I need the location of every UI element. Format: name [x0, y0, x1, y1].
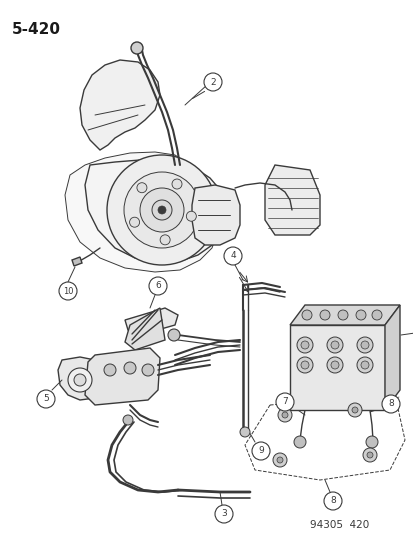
Circle shape [330, 341, 338, 349]
Circle shape [152, 200, 171, 220]
Circle shape [223, 247, 242, 265]
Circle shape [140, 188, 183, 232]
Circle shape [355, 310, 365, 320]
Text: 94305  420: 94305 420 [309, 520, 368, 530]
Text: 7: 7 [281, 398, 287, 407]
Text: 2: 2 [210, 77, 215, 86]
Circle shape [272, 453, 286, 467]
Circle shape [149, 277, 166, 295]
Circle shape [204, 73, 221, 91]
Circle shape [277, 408, 291, 422]
Text: 5: 5 [43, 394, 49, 403]
Polygon shape [384, 305, 399, 410]
Circle shape [107, 155, 216, 265]
Circle shape [142, 364, 154, 376]
Text: 3: 3 [221, 510, 226, 519]
Text: 6: 6 [155, 281, 161, 290]
Text: 9: 9 [257, 447, 263, 456]
Circle shape [240, 427, 249, 437]
Circle shape [330, 361, 338, 369]
Circle shape [300, 341, 308, 349]
Polygon shape [58, 357, 108, 400]
Circle shape [362, 448, 376, 462]
Circle shape [59, 282, 77, 300]
Circle shape [104, 364, 116, 376]
Circle shape [168, 329, 180, 341]
Circle shape [129, 217, 139, 227]
Circle shape [74, 374, 86, 386]
Polygon shape [85, 348, 159, 405]
Circle shape [293, 436, 305, 448]
Circle shape [296, 337, 312, 353]
Circle shape [360, 361, 368, 369]
Circle shape [351, 407, 357, 413]
Polygon shape [289, 305, 399, 325]
Circle shape [276, 457, 282, 463]
Polygon shape [85, 160, 228, 263]
Circle shape [37, 390, 55, 408]
Circle shape [319, 310, 329, 320]
Polygon shape [125, 308, 165, 350]
Polygon shape [192, 185, 240, 245]
Circle shape [252, 442, 269, 460]
Circle shape [326, 337, 342, 353]
Circle shape [360, 341, 368, 349]
Circle shape [275, 393, 293, 411]
Circle shape [371, 310, 381, 320]
Circle shape [158, 206, 166, 214]
Circle shape [300, 361, 308, 369]
Circle shape [131, 42, 142, 54]
Text: 10: 10 [63, 287, 73, 295]
Polygon shape [264, 165, 319, 235]
Circle shape [326, 357, 342, 373]
Polygon shape [289, 325, 384, 410]
Circle shape [137, 183, 147, 193]
Circle shape [186, 211, 196, 221]
Text: 5-420: 5-420 [12, 22, 61, 37]
Circle shape [123, 415, 133, 425]
Polygon shape [65, 152, 218, 272]
Polygon shape [125, 308, 178, 335]
Text: 4: 4 [230, 252, 235, 261]
Circle shape [347, 403, 361, 417]
Polygon shape [72, 257, 82, 266]
Circle shape [68, 368, 92, 392]
Text: 8: 8 [387, 400, 393, 408]
Circle shape [356, 357, 372, 373]
Circle shape [124, 172, 199, 248]
Circle shape [171, 179, 182, 189]
Circle shape [296, 357, 312, 373]
Circle shape [365, 436, 377, 448]
Circle shape [381, 395, 399, 413]
Circle shape [281, 412, 287, 418]
Circle shape [214, 505, 233, 523]
Polygon shape [80, 60, 159, 150]
Text: 8: 8 [329, 497, 335, 505]
Circle shape [356, 337, 372, 353]
Circle shape [323, 492, 341, 510]
Circle shape [124, 362, 136, 374]
Circle shape [301, 310, 311, 320]
Circle shape [337, 310, 347, 320]
Circle shape [366, 452, 372, 458]
Circle shape [160, 235, 170, 245]
